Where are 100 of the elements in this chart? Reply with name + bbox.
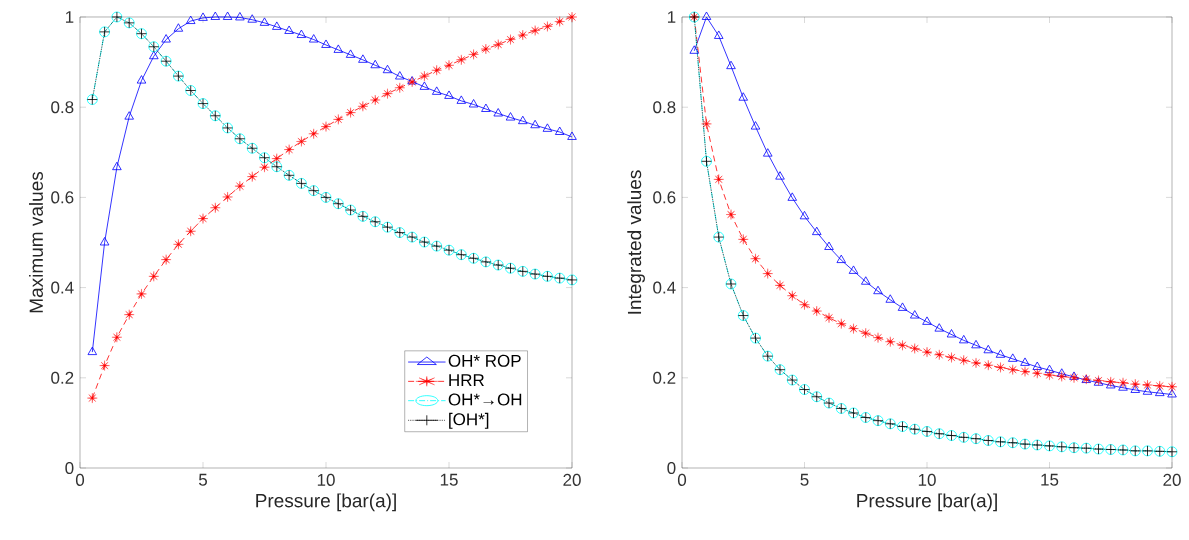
point xyxy=(554,16,565,27)
x-tick-label: 0 xyxy=(677,473,687,486)
legend-label: [OH*] xyxy=(449,412,489,429)
point xyxy=(111,332,123,343)
point xyxy=(99,237,110,246)
point xyxy=(271,153,282,164)
point xyxy=(173,23,184,32)
point xyxy=(1020,357,1030,366)
point xyxy=(763,148,773,157)
point xyxy=(725,209,737,220)
point xyxy=(897,340,908,351)
point xyxy=(505,34,516,45)
y-tick-label: 0.6 xyxy=(51,191,74,204)
point xyxy=(1008,353,1018,362)
point xyxy=(259,17,270,26)
point xyxy=(738,92,748,101)
point xyxy=(836,318,847,329)
point xyxy=(370,94,381,106)
y-tick-label: 0.4 xyxy=(51,281,74,294)
point xyxy=(971,339,981,349)
point xyxy=(210,202,221,213)
y-tick-label: 0 xyxy=(65,461,74,475)
point xyxy=(468,99,479,108)
point xyxy=(87,346,98,355)
point xyxy=(333,44,344,53)
point xyxy=(1007,364,1018,375)
y-tick-label: 0.6 xyxy=(653,191,676,204)
point xyxy=(382,64,393,74)
point xyxy=(1166,381,1178,392)
point xyxy=(701,11,712,20)
x-axis-title: Pressure [bar(a)] xyxy=(857,493,997,512)
x-tick-label: 0 xyxy=(75,473,85,486)
point xyxy=(1044,369,1055,381)
point xyxy=(885,294,895,303)
point xyxy=(468,49,479,60)
point xyxy=(885,336,896,347)
legend-label: OH*→OH xyxy=(448,393,522,406)
point xyxy=(726,60,736,70)
point xyxy=(136,75,147,84)
y-axis-title: Maximum values xyxy=(29,171,43,313)
point xyxy=(910,310,920,319)
point xyxy=(444,90,454,99)
point xyxy=(357,101,369,112)
point xyxy=(419,70,430,82)
point xyxy=(505,112,516,121)
point xyxy=(222,11,233,20)
point xyxy=(149,50,159,60)
point xyxy=(1130,378,1141,390)
point xyxy=(272,21,282,30)
point xyxy=(799,210,810,220)
point xyxy=(112,161,122,171)
point xyxy=(861,276,871,285)
point xyxy=(161,34,171,43)
point xyxy=(1142,379,1153,391)
x-axis-title: Pressure [bar(a)] xyxy=(256,493,396,512)
y-tick-label: 1 xyxy=(65,11,74,23)
point xyxy=(1019,366,1031,377)
point xyxy=(811,305,822,317)
x-tick-label: 20 xyxy=(563,473,581,486)
point xyxy=(787,192,797,201)
point xyxy=(185,226,196,237)
point xyxy=(173,239,184,250)
y-axis-title: Integrated values xyxy=(627,170,645,314)
point xyxy=(320,121,332,132)
point xyxy=(836,254,846,263)
point xyxy=(394,82,405,93)
point xyxy=(148,271,159,282)
point xyxy=(823,312,835,323)
point xyxy=(296,29,307,38)
point xyxy=(922,316,932,325)
point xyxy=(554,126,565,135)
point xyxy=(983,344,993,354)
point xyxy=(934,349,945,360)
point xyxy=(1057,368,1067,377)
point xyxy=(87,392,98,404)
point xyxy=(234,180,246,192)
y-tick-label: 0 xyxy=(667,461,676,475)
point xyxy=(897,302,908,311)
point xyxy=(689,45,699,54)
point xyxy=(235,12,245,21)
x-tick-label: 5 xyxy=(800,473,809,486)
point xyxy=(518,115,528,125)
point xyxy=(210,11,221,20)
point xyxy=(1056,371,1067,382)
x-tick-label: 20 xyxy=(1163,473,1181,486)
point xyxy=(995,362,1006,373)
point xyxy=(921,346,933,358)
point xyxy=(1117,377,1129,388)
point xyxy=(222,191,233,203)
point xyxy=(370,59,380,69)
point xyxy=(333,114,344,125)
point xyxy=(345,49,356,58)
point xyxy=(848,323,859,334)
point xyxy=(481,103,491,112)
point xyxy=(934,323,944,332)
point xyxy=(542,21,553,32)
point xyxy=(1105,376,1116,388)
point xyxy=(995,349,1006,358)
point xyxy=(775,171,785,180)
point xyxy=(345,107,356,118)
